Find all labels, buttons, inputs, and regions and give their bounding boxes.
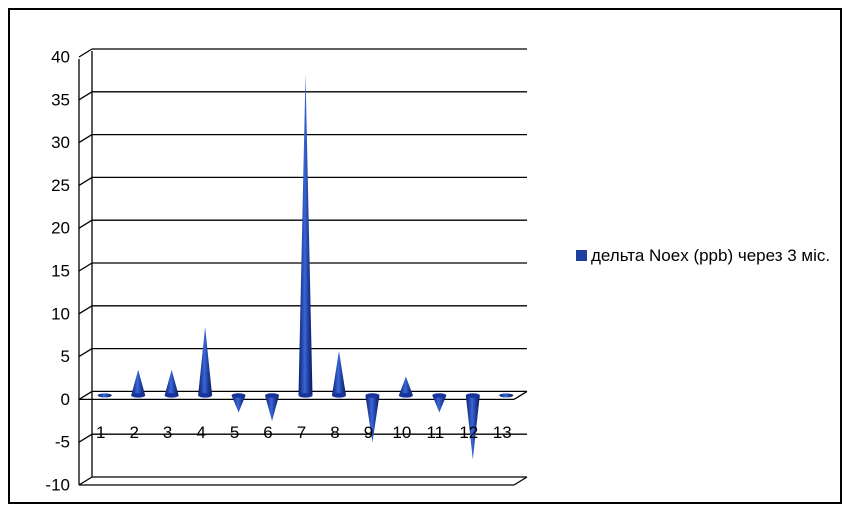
x-tick-label: 2 xyxy=(129,423,138,442)
cone-bar xyxy=(198,326,213,398)
x-axis-ticks: 1 2 3 4 5 6 7 8 9 10 11 12 13 xyxy=(96,423,512,442)
floor-right-edge xyxy=(513,390,528,400)
y-tick-label: 25 xyxy=(51,176,70,195)
x-tick-label: 11 xyxy=(427,423,445,442)
gridline-side xyxy=(78,348,93,358)
cone-bar xyxy=(131,369,146,398)
x-tick-label: 9 xyxy=(364,423,373,442)
cone-bar xyxy=(331,350,346,398)
cone-bar xyxy=(499,393,514,398)
y-tick-label: -10 xyxy=(45,475,70,494)
cone-bar xyxy=(465,393,480,460)
x-tick-label: 4 xyxy=(196,423,205,442)
y-tick-label: 20 xyxy=(51,219,70,238)
cone-bar xyxy=(398,376,413,398)
x-tick-label: 12 xyxy=(459,423,478,442)
gridline-side xyxy=(78,476,93,486)
legend-swatch xyxy=(576,250,587,261)
gridline-side xyxy=(78,48,93,58)
cone-bar xyxy=(97,393,112,398)
gridline-side xyxy=(78,262,93,272)
cone-bar xyxy=(432,393,447,413)
x-tick-label: 7 xyxy=(297,423,306,442)
cones xyxy=(97,74,514,460)
y-tick-label: -5 xyxy=(55,433,70,452)
gridline-side xyxy=(78,219,93,229)
chart-frame xyxy=(8,8,842,504)
gridline-side xyxy=(78,176,93,186)
y-tick-label: 35 xyxy=(51,90,70,109)
x-tick-label: 1 xyxy=(96,423,105,442)
x-tick-label: 6 xyxy=(263,423,272,442)
gridline-side xyxy=(78,305,93,315)
gridline-side xyxy=(78,390,93,400)
cone-bar xyxy=(265,393,280,422)
cone-bar xyxy=(298,74,313,398)
y-axis-ticks: 40 35 30 25 20 15 10 5 0 -5 -10 xyxy=(45,47,70,494)
y-tick-label: 10 xyxy=(51,304,70,323)
x-tick-label: 13 xyxy=(493,423,512,442)
gridline-side xyxy=(78,91,93,101)
cone-bar xyxy=(365,393,380,443)
cone-bar xyxy=(164,369,179,398)
x-tick-label: 10 xyxy=(392,423,411,442)
legend-label: дельта Noex (ppb) через 3 міс. xyxy=(591,246,831,265)
gridline-side xyxy=(78,134,93,144)
y-tick-label: 40 xyxy=(51,47,70,66)
x-tick-label: 5 xyxy=(230,423,239,442)
y-tick-label: 15 xyxy=(51,261,70,280)
x-tick-label: 8 xyxy=(330,423,339,442)
gridline-side xyxy=(78,433,93,443)
legend: дельта Noex (ppb) через 3 міс. xyxy=(576,245,836,267)
bottom-right-edge xyxy=(513,476,528,486)
y-tick-label: 5 xyxy=(61,347,70,366)
y-tick-label: 30 xyxy=(51,133,70,152)
cone-bar xyxy=(231,393,246,413)
y-tick-label: 0 xyxy=(61,390,70,409)
x-tick-label: 3 xyxy=(163,423,172,442)
